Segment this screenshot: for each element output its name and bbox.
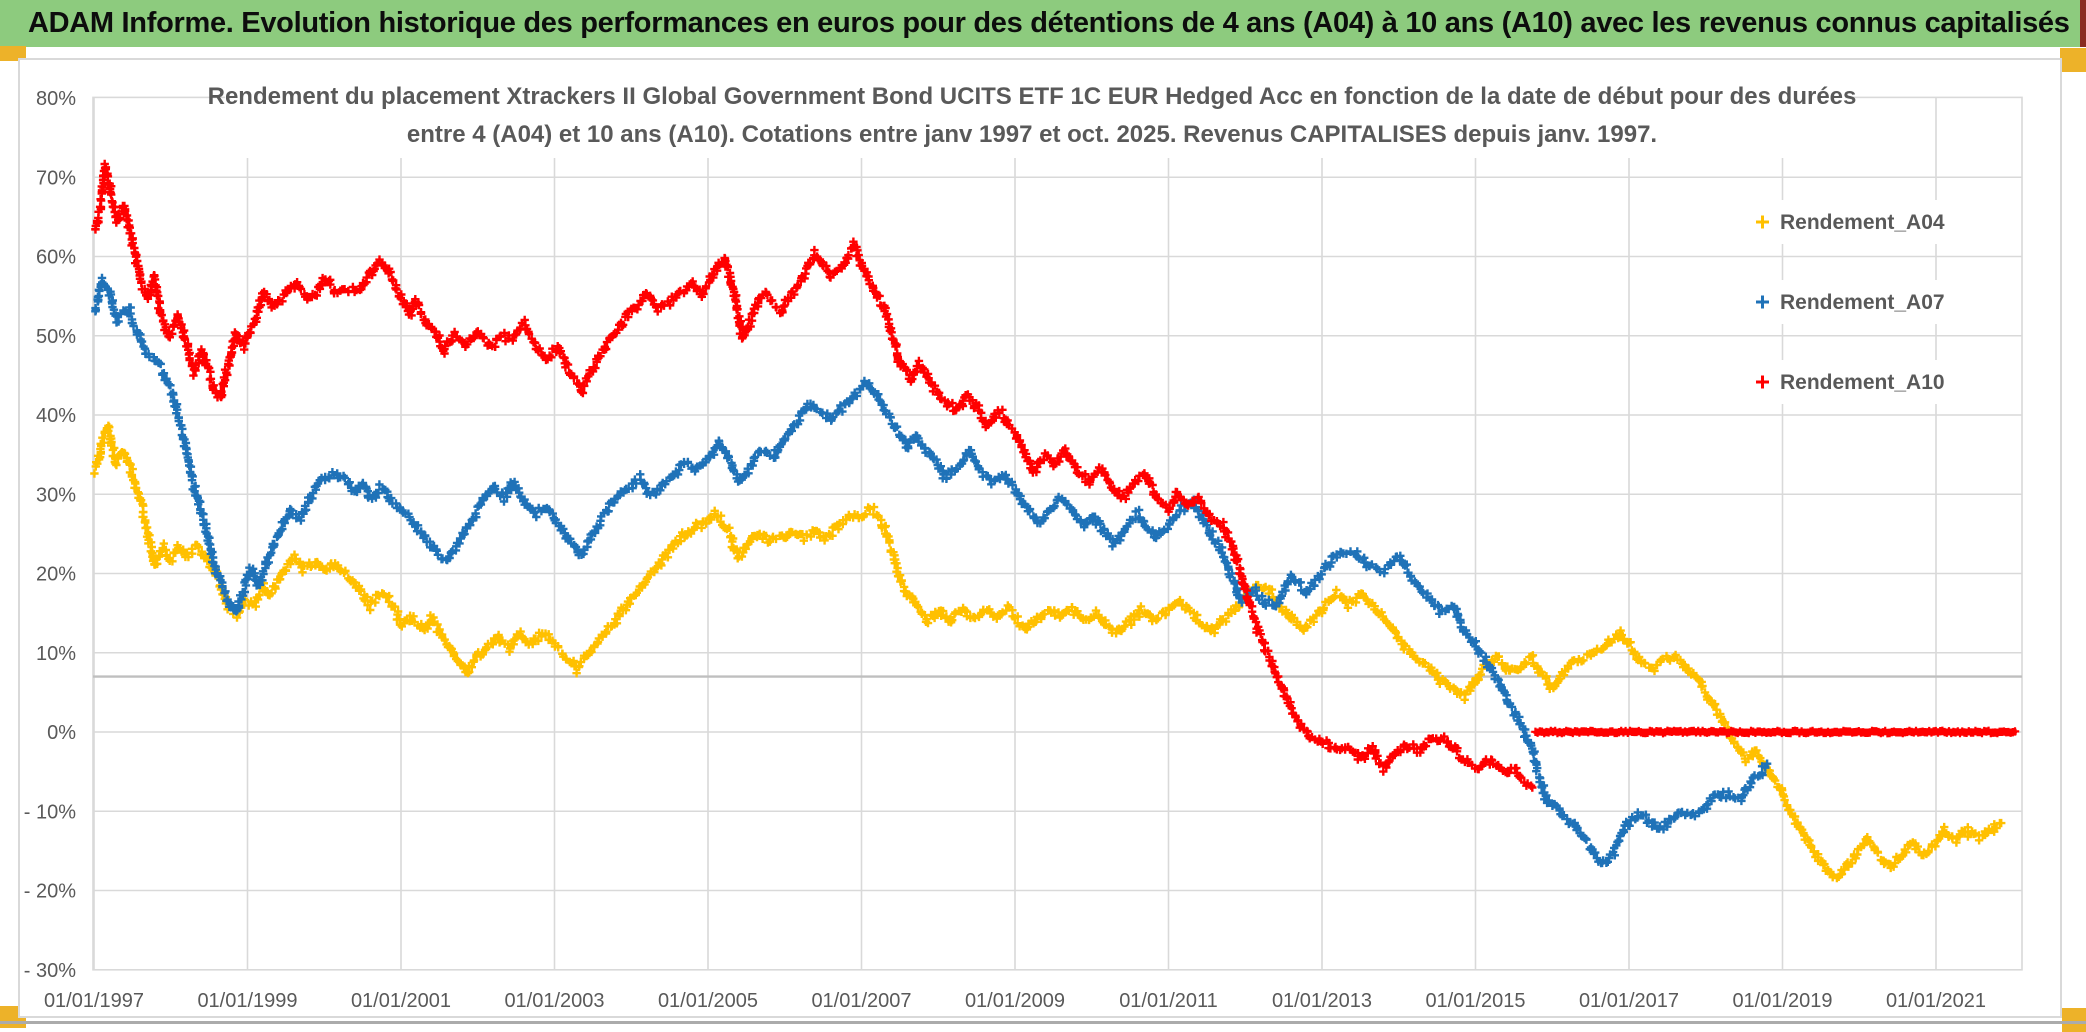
x-axis-tick-label: 01/01/1997: [44, 990, 144, 1012]
series-rendement_a07[interactable]: [91, 273, 1772, 868]
x-axis-tick-label: 01/01/2021: [1886, 990, 1986, 1012]
y-axis-tick-label: 0%: [47, 722, 76, 744]
series-rendement_a07-points[interactable]: [91, 273, 1772, 868]
gold-frame-corner-top-right: [2060, 48, 2086, 72]
x-axis-tick-label: 01/01/2013: [1272, 990, 1372, 1012]
x-axis-tick-label: 01/01/2011: [1119, 990, 1218, 1012]
window-edge-sliver: [2080, 0, 2086, 47]
plot-border: [92, 96, 2023, 971]
y-axis-tick-label: 30%: [36, 484, 76, 506]
gold-frame-corner-bottom-right: [2062, 1008, 2086, 1032]
legend-marker-a04-icon: [1756, 215, 1769, 229]
plot-area: [90, 96, 2023, 971]
y-axis-tick-label: - 20%: [24, 881, 76, 903]
series-rendement_a10-points[interactable]: [91, 159, 1537, 792]
x-axis-tick-label: 01/01/2003: [504, 990, 604, 1012]
legend-label-a07: Rendement_A07: [1780, 291, 1945, 314]
gold-frame-corner-top-left: [0, 46, 26, 61]
y-axis-tick-label: 80%: [36, 88, 76, 110]
y-axis-tick-label: 70%: [36, 167, 76, 189]
legend-item-background: [1740, 360, 2008, 404]
legend-label-a10: Rendement_A10: [1780, 371, 1945, 394]
y-axis-tick-label: 50%: [36, 326, 76, 348]
legend-item-background: [1740, 200, 2008, 244]
chart-title-background: [225, 62, 1845, 158]
series-rendement_a10[interactable]: [91, 159, 2020, 792]
bottom-divider-line: [0, 1021, 2086, 1024]
page-title: ADAM Informe. Evolution historique des p…: [0, 0, 2086, 47]
y-axis-tick-label: 60%: [36, 247, 76, 269]
y-axis-tick-label: 40%: [36, 405, 76, 427]
legend-item-rendement-a07[interactable]: Rendement_A07: [1740, 280, 2008, 324]
chart-card: [18, 58, 2062, 1018]
x-axis-tick-label: 01/01/2009: [965, 990, 1065, 1012]
y-axis-tick-label: 20%: [36, 564, 76, 586]
legend: Rendement_A04 Rendement_A07 Rendement_A1…: [1740, 200, 2008, 404]
y-axis-tick-label: - 10%: [24, 801, 76, 823]
series-rendement_a10-flat-points[interactable]: [1531, 726, 2020, 738]
x-axis-tick-label: 01/01/1999: [197, 990, 297, 1012]
legend-marker-a07-icon: [1756, 295, 1769, 309]
legend-item-background: [1740, 280, 2008, 324]
legend-label-a04: Rendement_A04: [1780, 211, 1945, 234]
axis-labels: 80% 70% 60% 50% 40% 30% 20% 10% 0% - 10% - 20% - 30…: [24, 88, 1986, 1012]
chart-title-line2: entre 4 (A04) et 10 ans (A10). Cotations…: [407, 121, 1657, 148]
legend-marker-a10-icon: [1756, 375, 1769, 389]
chart-title: Rendement du placement Xtrackers II Glob…: [208, 62, 1857, 158]
x-axis-tick-label: 01/01/2017: [1579, 990, 1679, 1012]
x-axis-tick-label: 01/01/2019: [1732, 990, 1832, 1012]
x-axis-tick-label: 01/01/2001: [351, 990, 451, 1012]
chart-title-line1: Rendement du placement Xtrackers II Glob…: [208, 83, 1857, 110]
x-axis-tick-label: 01/01/2015: [1425, 990, 1525, 1012]
legend-item-rendement-a10[interactable]: Rendement_A10: [1740, 360, 2008, 404]
y-axis-tick-label: 10%: [36, 643, 76, 665]
y-axis-tick-label: - 30%: [24, 960, 76, 982]
legend-item-rendement-a04[interactable]: Rendement_A04: [1740, 200, 2008, 244]
x-axis-tick-label: 01/01/2005: [658, 990, 758, 1012]
gridlines: [93, 97, 2022, 970]
x-axis-tick-label: 01/01/2007: [811, 990, 911, 1012]
